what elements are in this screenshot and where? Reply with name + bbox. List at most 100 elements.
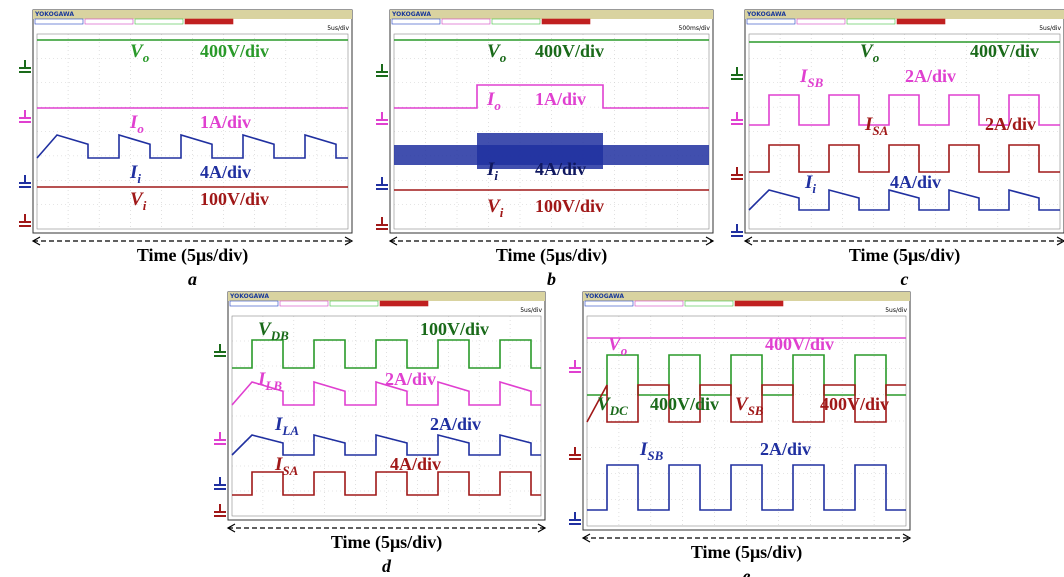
scale-label: 100V/div — [535, 196, 604, 216]
ground-marker — [569, 512, 581, 524]
signal-subscript: i — [812, 181, 816, 196]
scale-label: 4A/div — [200, 162, 251, 182]
channel-box — [442, 19, 490, 24]
scale-label: 2A/div — [385, 369, 436, 389]
scale-label: 2A/div — [985, 114, 1036, 134]
scale-label: 400V/div — [765, 334, 834, 354]
timebase: 500ms/div — [679, 25, 711, 32]
ground-marker — [569, 447, 581, 459]
timebase: 5us/div — [327, 25, 349, 32]
ground-marker — [376, 177, 388, 189]
signal-subscript: o — [621, 343, 628, 358]
signal-subscript: DB — [270, 328, 289, 343]
scope-brand: YOKOGAWA — [34, 11, 74, 18]
arrow-head — [745, 237, 1064, 245]
channel-box — [280, 301, 328, 306]
time-label: Time (5μs/div) — [331, 532, 442, 553]
channel-box — [797, 19, 845, 24]
scale-label: 400V/div — [535, 41, 604, 61]
scope-brand: YOKOGAWA — [746, 11, 786, 18]
scale-label: 400V/div — [200, 41, 269, 61]
scale-label: 4A/div — [535, 159, 586, 179]
ground-marker — [731, 112, 743, 124]
scope-brand: YOKOGAWA — [584, 293, 624, 300]
scope-header — [390, 10, 713, 19]
ground-marker — [731, 167, 743, 179]
signal-subscript: LA — [281, 423, 299, 438]
channel-box — [35, 19, 83, 24]
signal-subscript: SA — [872, 123, 888, 138]
timebase: 5us/div — [885, 307, 907, 314]
ground-marker — [214, 344, 226, 356]
signal-subscript: i — [494, 168, 498, 183]
signal-subscript: SB — [748, 403, 764, 418]
scale-label: 100V/div — [420, 319, 489, 339]
signal-subscript: o — [137, 121, 144, 136]
ground-marker — [731, 224, 743, 236]
time-label: Time (5μs/div) — [849, 245, 960, 266]
ground-marker — [19, 110, 31, 122]
signal-subscript: i — [137, 171, 141, 186]
ground-marker — [19, 214, 31, 226]
scope-brand: YOKOGAWA — [391, 11, 431, 18]
scale-label: 2A/div — [430, 414, 481, 434]
scope-header — [583, 292, 910, 301]
ground-marker — [569, 360, 581, 372]
signal-subscript: o — [873, 50, 880, 65]
channel-box — [542, 19, 590, 24]
channel-box — [330, 301, 378, 306]
time-label: Time (5μs/div) — [137, 245, 248, 266]
scale-label: 2A/div — [760, 439, 811, 459]
ground-marker — [214, 477, 226, 489]
panel-letter: d — [382, 556, 392, 576]
scope-screen — [33, 10, 352, 233]
scale-label: 100V/div — [200, 189, 269, 209]
scale-label: 2A/div — [905, 66, 956, 86]
ground-marker — [19, 60, 31, 72]
time-label: Time (5μs/div) — [691, 542, 802, 563]
channel-box — [685, 301, 733, 306]
scale-label: 4A/div — [890, 172, 941, 192]
scope-screen — [228, 292, 545, 520]
panel-letter: c — [901, 269, 909, 289]
channel-box — [635, 301, 683, 306]
signal-subscript: DC — [609, 403, 628, 418]
arrow-head — [228, 524, 545, 532]
signal-subscript: LB — [264, 378, 282, 393]
scope-header — [33, 10, 352, 19]
channel-box — [85, 19, 133, 24]
scale-label: 400V/div — [650, 394, 719, 414]
scale-label: 1A/div — [535, 89, 586, 109]
signal-subscript: o — [143, 50, 150, 65]
timebase: 5us/div — [1039, 25, 1061, 32]
ground-marker — [214, 432, 226, 444]
panel-letter: e — [743, 566, 751, 577]
ground-marker — [376, 112, 388, 124]
channel-box — [185, 19, 233, 24]
timebase: 5us/div — [520, 307, 542, 314]
scope-brand: YOKOGAWA — [229, 293, 269, 300]
channel-box — [492, 19, 540, 24]
channel-box — [135, 19, 183, 24]
signal-subscript: i — [143, 198, 147, 213]
arrow-head — [33, 237, 352, 245]
signal-subscript: SB — [807, 75, 823, 90]
panel-letter: b — [547, 269, 556, 289]
channel-box — [380, 301, 428, 306]
time-label: Time (5μs/div) — [496, 245, 607, 266]
ground-marker — [731, 67, 743, 79]
figure: YOKOGAWA5us/divVo400V/divIo1A/divIi4A/di… — [0, 0, 1064, 577]
signal-subscript: i — [500, 205, 504, 220]
ground-marker — [376, 64, 388, 76]
ground-marker — [376, 217, 388, 229]
signal-subscript: SB — [647, 448, 663, 463]
channel-box — [897, 19, 945, 24]
signal-subscript: SA — [282, 463, 298, 478]
scale-label: 4A/div — [390, 454, 441, 474]
scale-label: 400V/div — [970, 41, 1039, 61]
signal-subscript: o — [500, 50, 507, 65]
channel-box — [392, 19, 440, 24]
signal-subscript: o — [494, 98, 501, 113]
scale-label: 400V/div — [820, 394, 889, 414]
panel-letter: a — [188, 269, 197, 289]
